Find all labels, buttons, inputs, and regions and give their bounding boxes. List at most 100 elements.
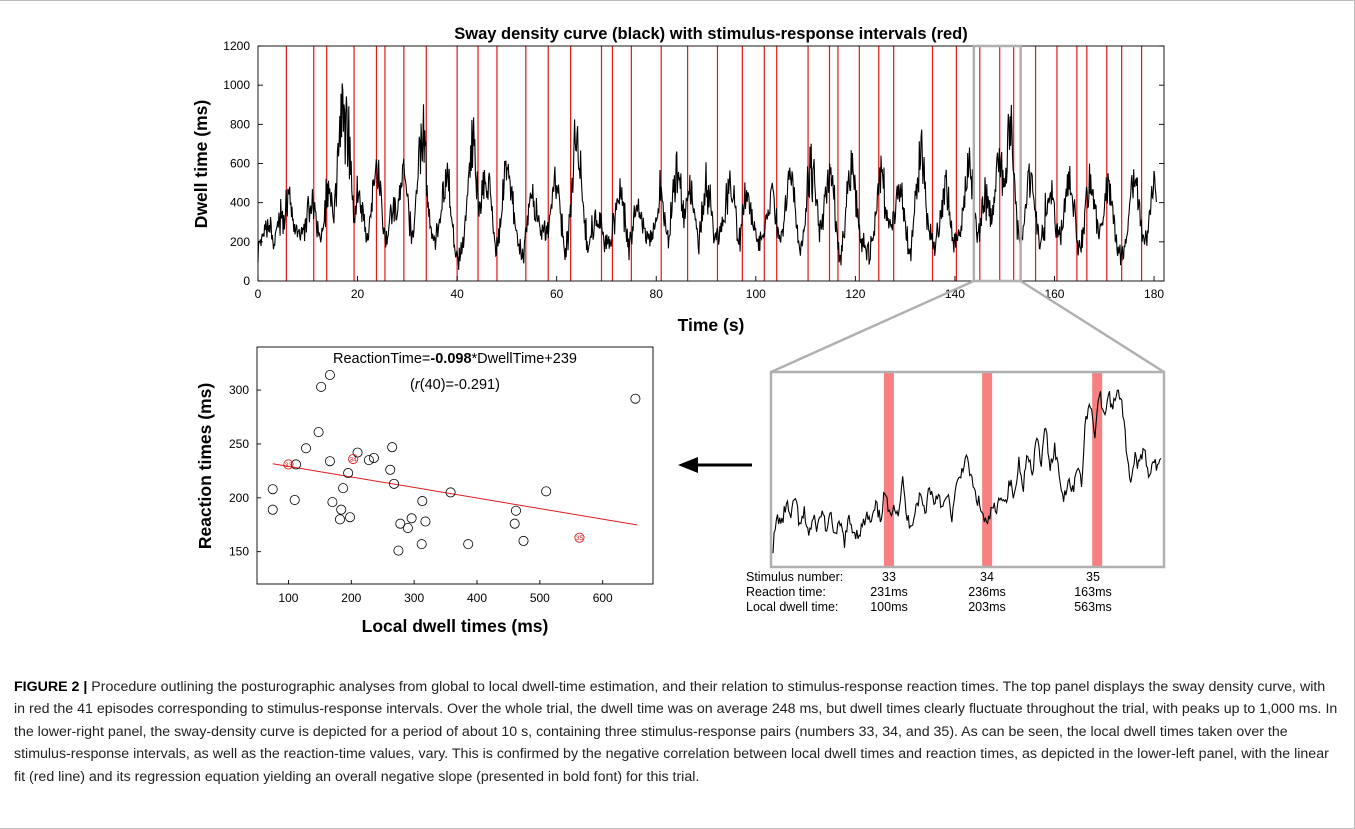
top-y-axis-label: Dwell time (ms) [191,100,211,228]
sway-density-curve [257,83,1157,270]
zoomed-sway-curve [772,389,1162,554]
stimulus-number-35: 35 [1086,570,1100,584]
regression-equation: ReactionTime=-0.098*DwellTime+239 [333,351,577,367]
scatter-x-ticks: 100 200 300 400 500 600 [278,580,613,605]
reaction-time-33: 231ms [870,585,908,599]
figure-caption: FIGURE 2 | Procedure outlining the postu… [14,676,1340,788]
zoomed-sway-panel [769,370,1166,569]
scatter-point [327,497,338,508]
top-y-tick-label: 800 [230,117,250,131]
scatter-point [510,505,521,516]
scatter-x-tick-label: 400 [467,591,487,605]
scatter-point [402,522,413,533]
scatter-point [416,539,427,550]
zoom-selection-box [972,44,1022,283]
top-chart-title: Sway density curve (black) with stimulus… [454,25,968,43]
row-label-local-dwell-time: Local dwell time: [746,600,838,614]
top-x-axis-label: Time (s) [678,315,745,335]
dwell-time-35: 563ms [1074,600,1112,614]
highlighted-point-35 [574,532,585,543]
top-x-tick-label: 60 [550,287,564,301]
zoom-connector-left [770,279,975,374]
scatter-point [630,393,641,404]
left-arrow-icon [678,457,752,473]
highlighted-point-label-34: 34 [350,456,358,463]
highlighted-point-33 [283,459,294,470]
scatter-point [267,504,278,515]
scatter-x-axis-label: Local dwell times (ms) [362,616,549,636]
scatter-point [267,484,278,495]
dwell-time-33: 100ms [870,600,908,614]
scatter-point [338,483,349,494]
highlighted-points: 33 34 35 [283,453,585,543]
frame-top-rule [0,0,1355,1]
stimulus-number-34: 34 [980,570,994,584]
scatter-x-tick-label: 500 [530,591,550,605]
scatter-point [420,516,431,527]
sway-density-panel: 0 20 40 60 80 100 120 140 160 180 020040060080010… [191,25,1165,335]
scatter-x-tick-label: 200 [341,591,361,605]
stimulus-band-1 [883,372,894,567]
scatter-point [387,442,398,453]
scatter-point [345,512,356,523]
scatter-point [406,513,417,524]
scatter-y-tick-label: 250 [229,437,249,451]
top-y-tick-label: 200 [230,235,250,249]
scatter-point [324,370,335,381]
scatter-point [393,545,404,556]
top-y-tick-label: 1000 [223,78,250,92]
scatter-point [518,535,529,546]
scatter-point [395,518,406,529]
top-x-tick-label: 40 [450,287,464,301]
scatter-x-tick-label: 600 [593,591,613,605]
top-y-tick-label: 600 [230,157,250,171]
scatter-point [334,514,345,525]
highlighted-point-34 [348,453,359,465]
top-y-tick-label: 400 [230,196,250,210]
scatter-point [541,486,552,497]
highlighted-point-label-33: 33 [285,462,293,469]
top-x-tick-label: 20 [351,287,365,301]
scatter-y-axis-label: Reaction times (ms) [195,383,215,549]
scatter-y-ticks: 150 200 250 300 [229,383,261,559]
scatter-point [289,494,300,505]
top-x-tick-label: 0 [255,287,262,301]
figure-label: FIGURE 2 | [14,679,88,695]
scatter-point [445,487,456,498]
scatter-y-tick-label: 150 [229,545,249,559]
scatter-point [301,443,312,454]
figure-graphic: 0 20 40 60 80 100 120 140 160 180 020040060080010… [191,25,1166,636]
top-x-tick-label: 120 [845,287,865,301]
top-y-ticks: 0 200 400 600 800 1000 1200 [223,39,1164,288]
zoomed-panel-frame [769,370,1166,569]
scatter-point [290,459,301,470]
stimulus-number-33: 33 [882,570,896,584]
scatter-point [316,381,327,392]
row-label-stimulus-number: Stimulus number: [746,570,843,584]
scatter-y-tick-label: 300 [229,383,249,397]
scatter-point [343,468,354,479]
top-x-tick-label: 160 [1044,287,1064,301]
scatter-x-tick-label: 300 [404,591,424,605]
top-x-ticks: 0 20 40 60 80 100 120 140 160 180 [255,276,1164,301]
scatter-plot-axes [256,346,654,585]
stimulus-band-2 [982,372,993,567]
top-y-tick-label: 0 [243,274,250,288]
row-label-reaction-time: Reaction time: [746,585,826,599]
scatter-point [368,452,379,463]
reaction-time-35: 163ms [1074,585,1112,599]
scatter-x-tick-label: 100 [278,591,298,605]
scatter-point [385,464,396,475]
zoom-connector-right [1019,279,1165,374]
scatter-point [389,478,400,489]
scatter-point [336,504,347,515]
top-y-tick-label: 1200 [223,39,250,53]
stimulus-table: Stimulus number: Reaction time: Local dw… [746,570,1112,614]
top-x-tick-label: 180 [1144,287,1164,301]
scatter-point [363,455,374,466]
scatter-point [463,539,474,550]
zoom-connector-lines [770,279,1165,374]
scatter-point [324,456,335,467]
scatter-point [417,496,428,507]
highlighted-point-label-35: 35 [576,535,584,542]
